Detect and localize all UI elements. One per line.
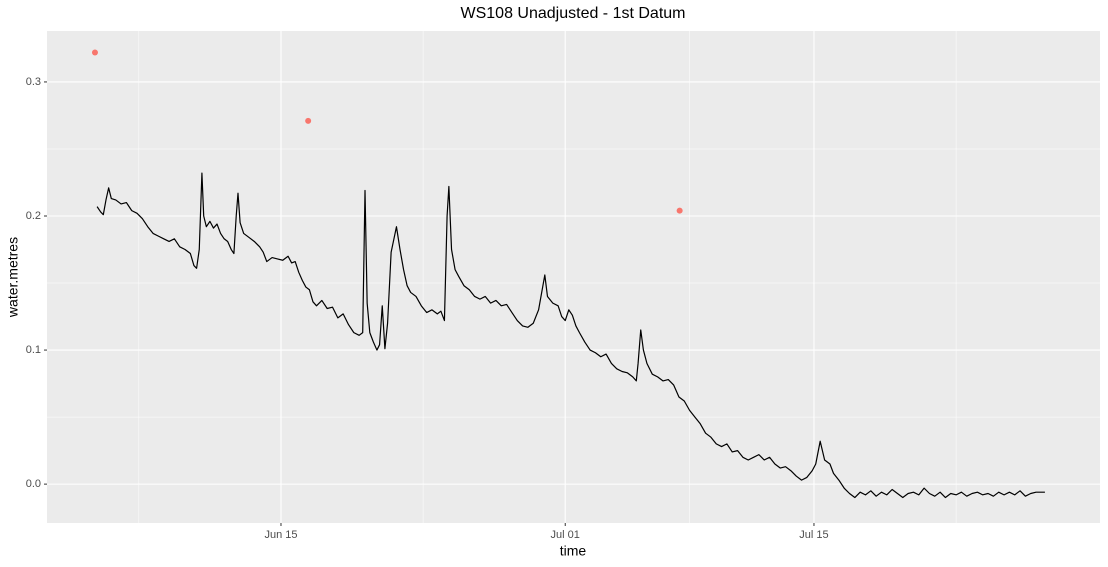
y-tick-label: 0.3 [26, 76, 41, 88]
y-axis-label: water.metres [5, 237, 21, 318]
x-tick-label: Jul 01 [551, 529, 580, 541]
x-tick-label: Jul 15 [799, 529, 828, 541]
y-tick-label: 0.1 [26, 344, 41, 356]
x-axis-label: time [560, 543, 587, 559]
x-tick-label: Jun 15 [264, 529, 297, 541]
point [676, 207, 683, 214]
plot-panel [47, 31, 1100, 523]
point [305, 117, 312, 124]
water-level-line [96, 172, 1045, 499]
chart-title: WS108 Unadjusted - 1st Datum [461, 5, 686, 22]
y-tick-label: 0.0 [26, 478, 41, 490]
point [91, 49, 98, 56]
y-tick-label: 0.2 [26, 210, 41, 222]
